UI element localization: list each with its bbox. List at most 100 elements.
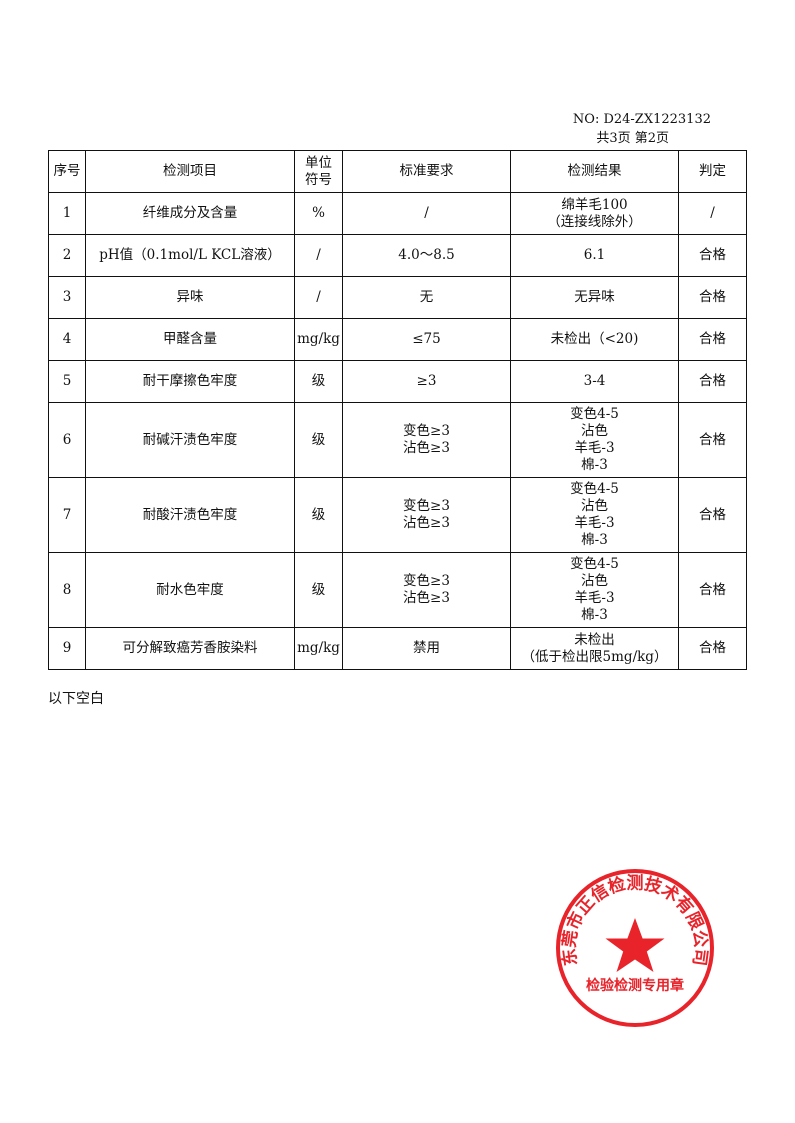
blank-below-note: 以下空白 <box>48 691 104 707</box>
row-standard: 无 <box>342 276 511 319</box>
row-result-line: 棉-3 <box>581 457 608 473</box>
page-info: 共3页 第2页 <box>596 131 669 146</box>
row-no: 9 <box>48 627 86 670</box>
row-item: 纤维成分及含量 <box>85 192 295 235</box>
row-result: 无异味 <box>510 276 679 319</box>
row-standard: 变色≥3 沾色≥3 <box>342 552 511 628</box>
row-standard: 禁用 <box>342 627 511 670</box>
table-row: 5 耐干摩擦色牢度级 ≥3 3-4 合格 <box>48 360 747 403</box>
row-result-line: 变色4-5 <box>570 406 619 422</box>
row-result: 变色4-5 沾色 羊毛-3 棉-3 <box>510 552 679 628</box>
table-row: 9 可分解致癌芳香胺染料 mg/kg 禁用 未检出 （低于检出限5mg/kg） 合格 <box>48 627 747 670</box>
row-verdict: 合格 <box>678 318 747 361</box>
row-item: 甲醛含量 <box>85 318 295 361</box>
row-result-line: （连接线除外） <box>547 213 642 230</box>
header-result: 检测结果 <box>510 150 679 193</box>
row-unit: % <box>294 192 343 235</box>
row-standard: 变色≥3 沾色≥3 <box>342 477 511 553</box>
row-unit: mg/kg <box>294 318 343 361</box>
row-standard-line: 4.0～8.5 <box>398 247 455 263</box>
row-result-line: 3-4 <box>583 373 606 389</box>
row-no: 5 <box>48 360 86 403</box>
row-no: 3 <box>48 276 86 319</box>
row-standard-line: 禁用 <box>413 640 440 656</box>
row-result-line: 未检出 <box>574 631 615 648</box>
row-standard: / <box>342 192 511 235</box>
row-no: 1 <box>48 192 86 235</box>
header-unit: 单位 符号 <box>294 150 343 193</box>
row-standard-line: 变色≥3 <box>403 573 450 589</box>
row-item: 可分解致癌芳香胺染料 <box>85 627 295 670</box>
row-standard-line: 沾色≥3 <box>403 440 450 456</box>
row-item: 异味 <box>85 276 295 319</box>
header-no: 序号 <box>48 150 86 193</box>
row-unit: 级 <box>294 477 343 553</box>
row-result: 6.1 <box>510 234 679 277</box>
row-result: 绵羊毛100 （连接线除外） <box>510 192 679 235</box>
row-unit: 级 <box>294 552 343 628</box>
header-verdict: 判定 <box>678 150 747 193</box>
row-result: 变色4-5 沾色 羊毛-3 棉-3 <box>510 402 679 478</box>
row-result-line: 羊毛-3 <box>574 440 615 456</box>
row-item: 耐干摩擦色牢度 <box>85 360 295 403</box>
row-result: 未检出（<20) <box>510 318 679 361</box>
row-no: 2 <box>48 234 86 277</box>
row-standard-line: 沾色≥3 <box>403 590 450 606</box>
row-result-line: 绵羊毛100 <box>561 196 628 213</box>
row-result-line: 棉-3 <box>581 607 608 623</box>
row-result: 未检出 （低于检出限5mg/kg） <box>510 627 679 670</box>
table-row: 4 甲醛含量 mg/kg ≤75 未检出（<20) 合格 <box>48 318 747 361</box>
row-result: 变色4-5 沾色 羊毛-3 棉-3 <box>510 477 679 553</box>
row-standard-line: 沾色≥3 <box>403 515 450 531</box>
row-result-line: 未检出（<20) <box>550 331 639 347</box>
row-standard-line: ≤75 <box>412 331 441 347</box>
row-unit: mg/kg <box>294 627 343 670</box>
report-number: NO: D24-ZX1223132 <box>572 112 711 127</box>
table-row: 2 pH值（0.1mol/L KCL溶液）/ 4.0～8.5 6.1 合格 <box>48 234 747 277</box>
row-result-line: 羊毛-3 <box>574 515 615 531</box>
row-item: 耐碱汗渍色牢度 <box>85 402 295 478</box>
row-unit: 级 <box>294 402 343 478</box>
row-verdict: 合格 <box>678 234 747 277</box>
table-header-row: 序号 检测项目 单位 符号 标准要求 检测结果 判定 <box>48 150 747 193</box>
header-unit-line: 单位 <box>305 154 332 171</box>
row-no: 8 <box>48 552 86 628</box>
row-verdict: 合格 <box>678 402 747 478</box>
row-result-line: 羊毛-3 <box>574 590 615 606</box>
row-no: 7 <box>48 477 86 553</box>
row-standard-line: 变色≥3 <box>403 423 450 439</box>
header-unit-line: 符号 <box>305 171 332 188</box>
row-unit: / <box>294 234 343 277</box>
row-result-line: 沾色 <box>581 498 608 514</box>
row-unit: 级 <box>294 360 343 403</box>
test-results-table: 序号 检测项目 单位 符号 标准要求 检测结果 判定 1 纤维成分及含量% / 绵羊毛1… <box>48 150 747 670</box>
table-row: 8 耐水色牢度级变色≥3 沾色≥3 变色4-5 沾色 羊毛-3 棉-3 合格 <box>48 552 747 628</box>
row-verdict: 合格 <box>678 552 747 628</box>
row-result-line: 无异味 <box>574 289 615 305</box>
row-result-line: （低于检出限5mg/kg） <box>521 648 668 665</box>
table-row: 7 耐酸汗渍色牢度级变色≥3 沾色≥3 变色4-5 沾色 羊毛-3 棉-3 合格 <box>48 477 747 553</box>
row-item: 耐水色牢度 <box>85 552 295 628</box>
row-standard-line: 变色≥3 <box>403 498 450 514</box>
row-standard: ≥3 <box>342 360 511 403</box>
row-verdict: 合格 <box>678 627 747 670</box>
row-standard: ≤75 <box>342 318 511 361</box>
table-row: 3 异味 / 无 无异味 合格 <box>48 276 747 319</box>
row-result: 3-4 <box>510 360 679 403</box>
row-standard: 4.0～8.5 <box>342 234 511 277</box>
row-verdict: / <box>678 192 747 235</box>
row-no: 6 <box>48 402 86 478</box>
row-result-line: 6.1 <box>583 247 606 263</box>
row-verdict: 合格 <box>678 477 747 553</box>
table-row: 6 耐碱汗渍色牢度级 变色≥3 沾色≥3 变色4-5 沾色 羊毛-3 棉-3 合格 <box>48 402 747 478</box>
row-no: 4 <box>48 318 86 361</box>
row-standard-line: 无 <box>419 289 434 305</box>
seal-purpose-text: 检验检测专用章 <box>586 977 684 994</box>
star-icon <box>605 918 665 972</box>
row-standard-line: ≥3 <box>416 373 437 389</box>
header-standard: 标准要求 <box>342 150 511 193</box>
table-row: 1 纤维成分及含量% / 绵羊毛100 （连接线除外） / <box>48 192 747 235</box>
company-seal: 东莞市正信检测技术有限公司 检验检测专用章 <box>556 869 714 1027</box>
row-result-line: 变色4-5 <box>570 481 619 497</box>
header-item: 检测项目 <box>85 150 295 193</box>
